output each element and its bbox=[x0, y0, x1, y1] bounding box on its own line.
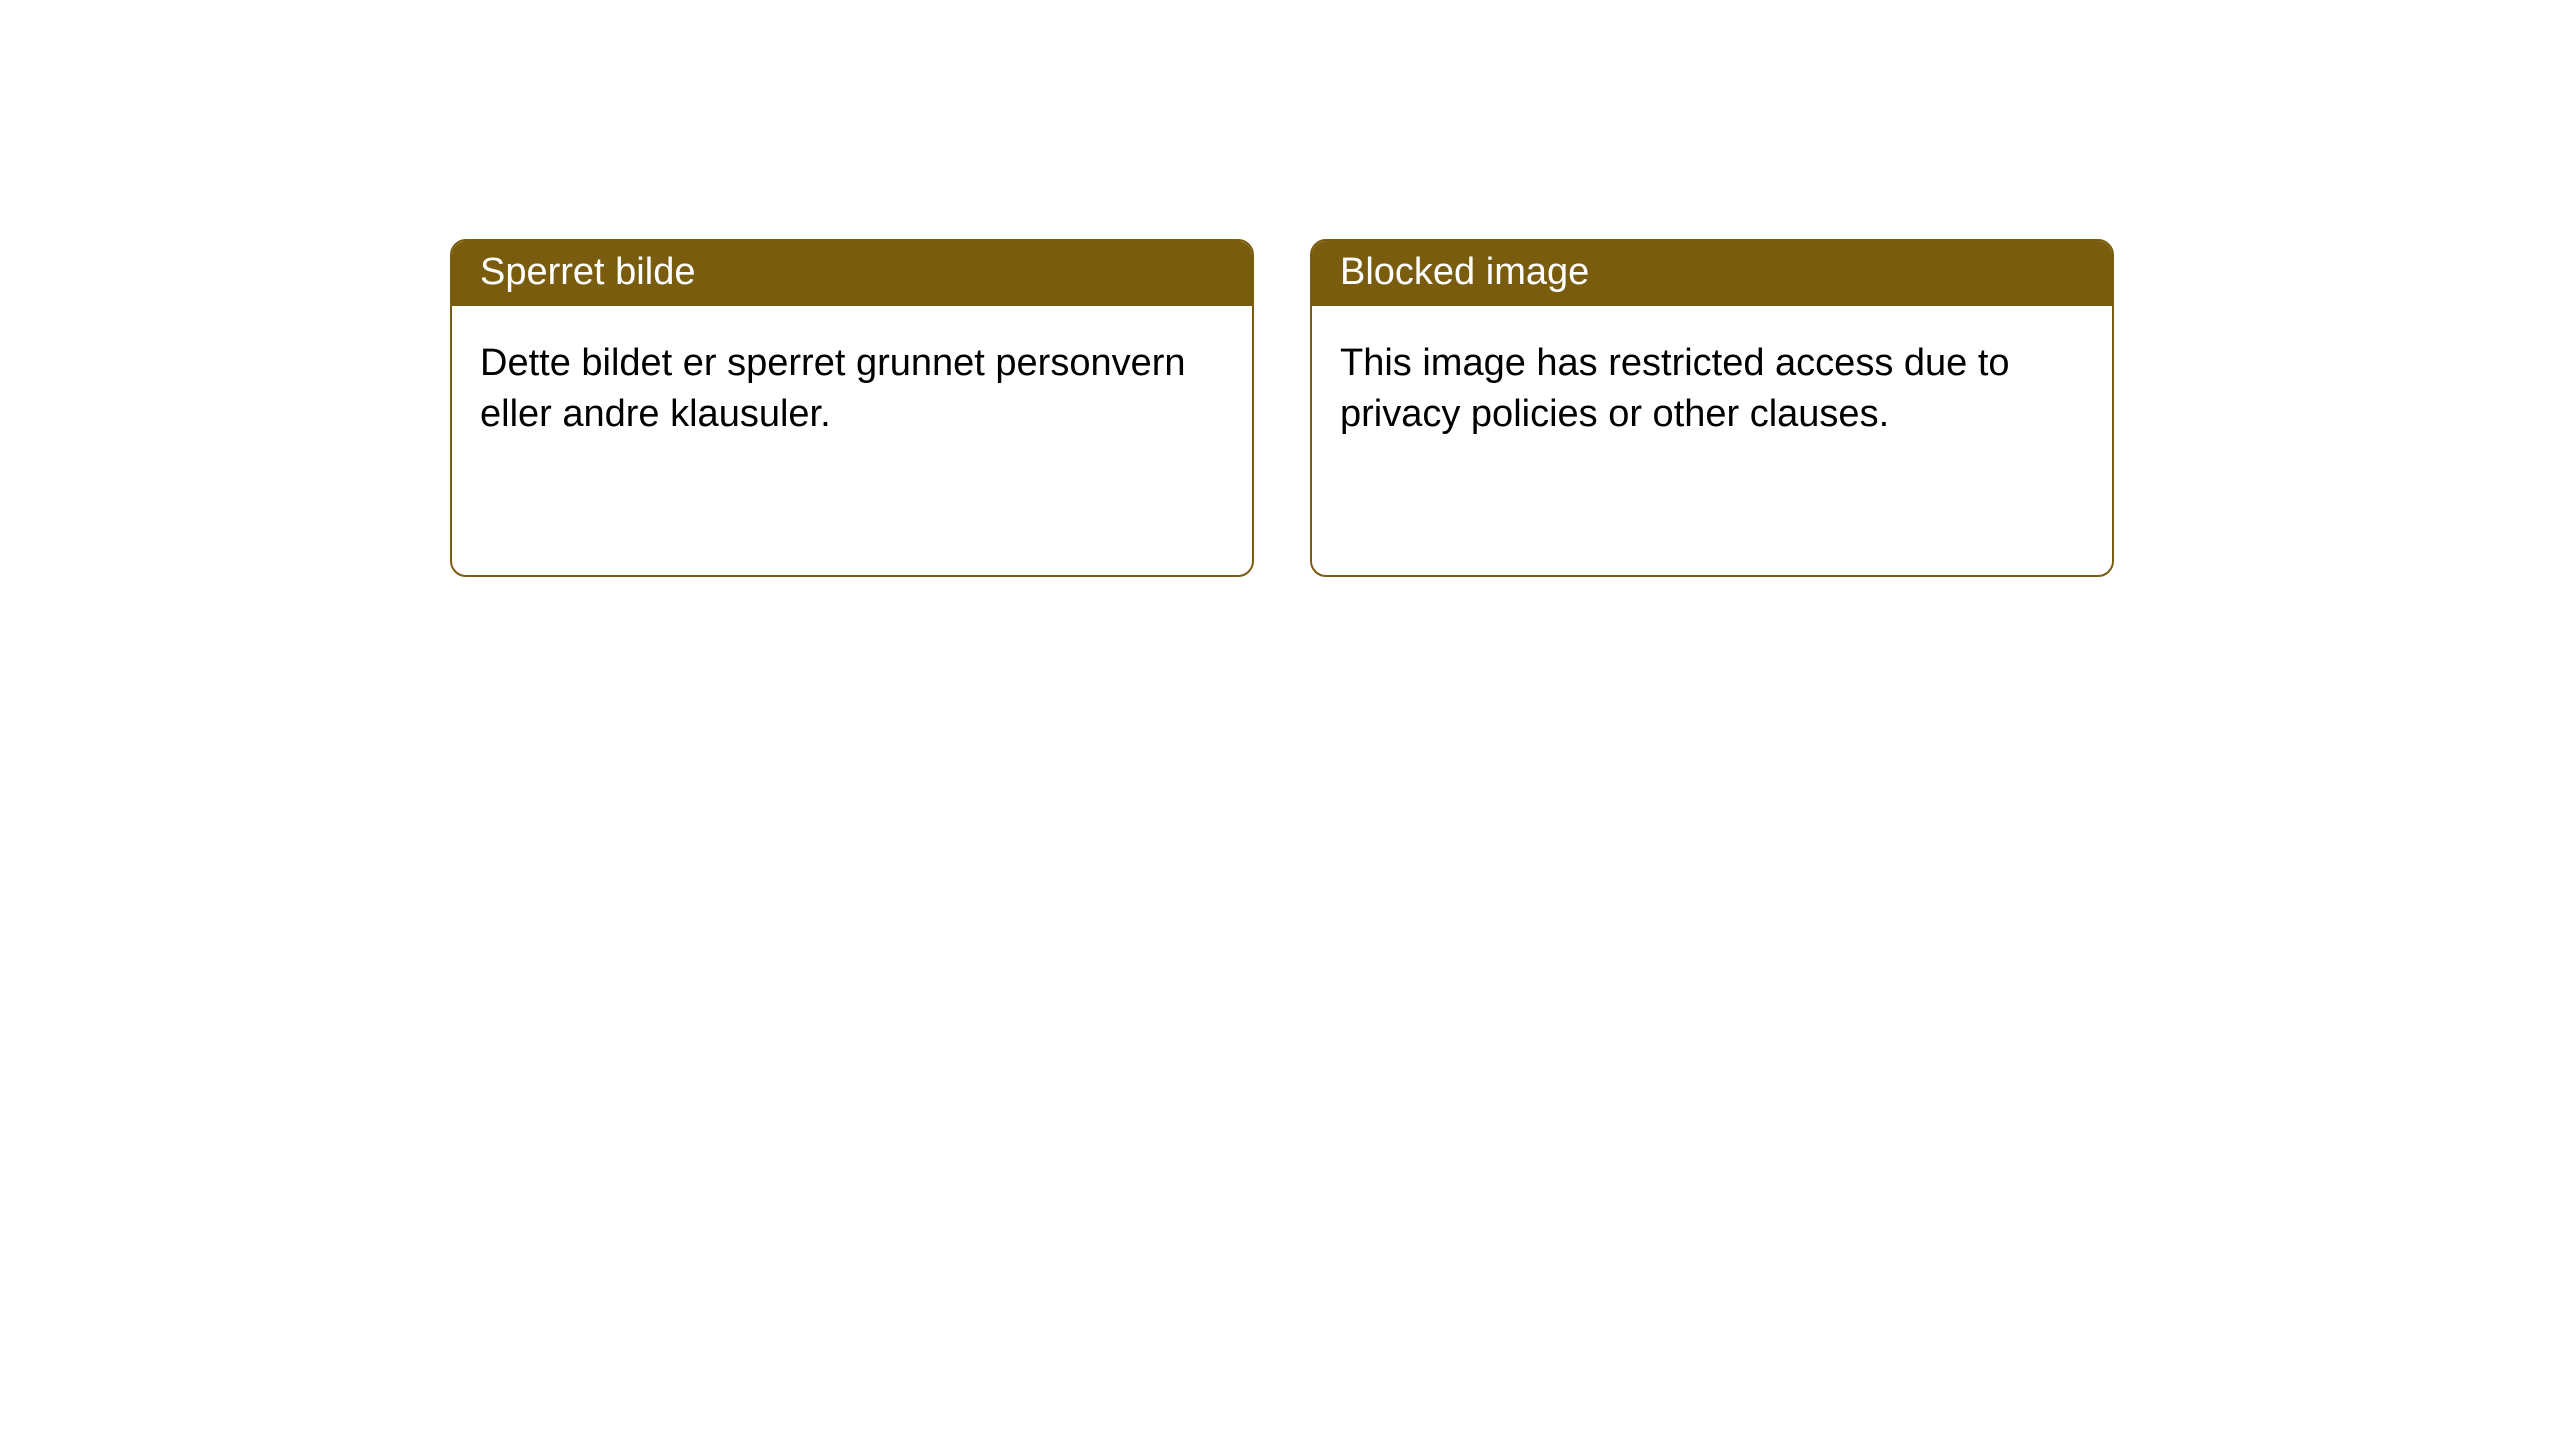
card-body-norwegian: Dette bildet er sperret grunnet personve… bbox=[452, 306, 1252, 473]
blocked-image-card-norwegian: Sperret bilde Dette bildet er sperret gr… bbox=[450, 239, 1254, 577]
blocked-image-card-english: Blocked image This image has restricted … bbox=[1310, 239, 2114, 577]
card-header-english: Blocked image bbox=[1312, 241, 2112, 306]
card-body-english: This image has restricted access due to … bbox=[1312, 306, 2112, 473]
notice-container: Sperret bilde Dette bildet er sperret gr… bbox=[0, 0, 2560, 577]
card-header-norwegian: Sperret bilde bbox=[452, 241, 1252, 306]
